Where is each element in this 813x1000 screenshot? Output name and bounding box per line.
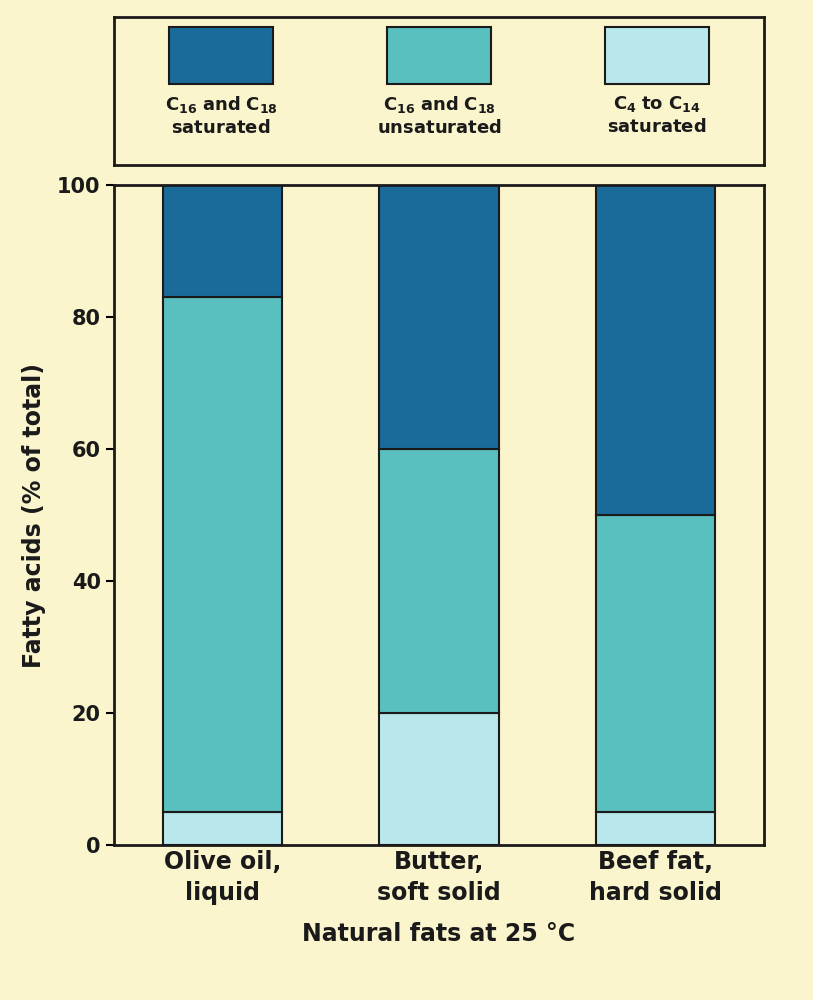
FancyBboxPatch shape — [605, 27, 709, 84]
FancyBboxPatch shape — [387, 27, 491, 84]
Bar — [380, 713, 498, 845]
Bar — [596, 185, 715, 515]
Bar — [163, 812, 282, 845]
Bar — [596, 812, 715, 845]
Bar — [163, 185, 282, 297]
Bar — [380, 449, 498, 713]
Text: $\mathbf{C_{4}}$ $\mathbf{to}$ $\mathbf{C_{14}}$
$\mathbf{saturated}$: $\mathbf{C_{4}}$ $\mathbf{to}$ $\mathbf{… — [607, 94, 706, 136]
Bar — [380, 185, 498, 449]
FancyBboxPatch shape — [169, 27, 273, 84]
Text: $\mathbf{C_{16}}$ $\mathbf{and}$ $\mathbf{C_{18}}$
$\mathbf{unsaturated}$: $\mathbf{C_{16}}$ $\mathbf{and}$ $\mathb… — [376, 94, 502, 137]
Text: $\mathbf{C_{16}}$ $\mathbf{and}$ $\mathbf{C_{18}}$
$\mathbf{saturated}$: $\mathbf{C_{16}}$ $\mathbf{and}$ $\mathb… — [165, 94, 277, 137]
X-axis label: Natural fats at 25 °C: Natural fats at 25 °C — [302, 922, 576, 946]
Bar — [163, 297, 282, 812]
Y-axis label: Fatty acids (% of total): Fatty acids (% of total) — [22, 362, 46, 668]
Bar — [596, 515, 715, 812]
